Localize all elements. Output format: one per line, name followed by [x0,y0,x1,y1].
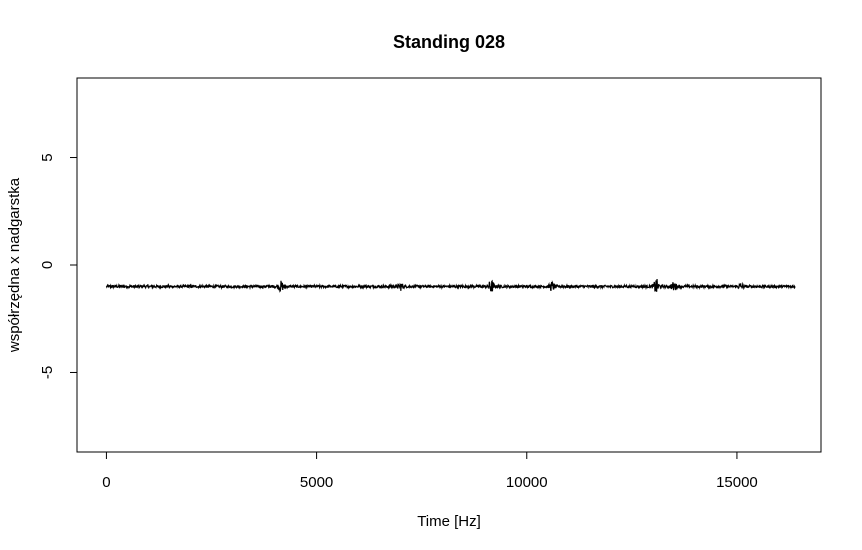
x-tick-label: 15000 [716,474,758,491]
chart-title: Standing 028 [393,32,505,52]
x-tick-label: 10000 [506,474,548,491]
series-line [105,279,796,293]
y-tick-label: 0 [39,261,56,269]
y-tick-label: -5 [39,366,56,379]
y-tick-label: 5 [39,153,56,161]
x-axis: 0 5000 10000 15000 [102,451,758,491]
x-axis-label: Time [Hz] [417,513,481,530]
series-layer [105,279,796,293]
y-axis: -5 0 5 [39,153,78,379]
plot-frame [76,77,822,453]
x-tick-label: 0 [102,474,110,491]
y-axis-label: współrzędna x nadgarstka [6,177,23,353]
x-tick-label: 5000 [300,474,333,491]
